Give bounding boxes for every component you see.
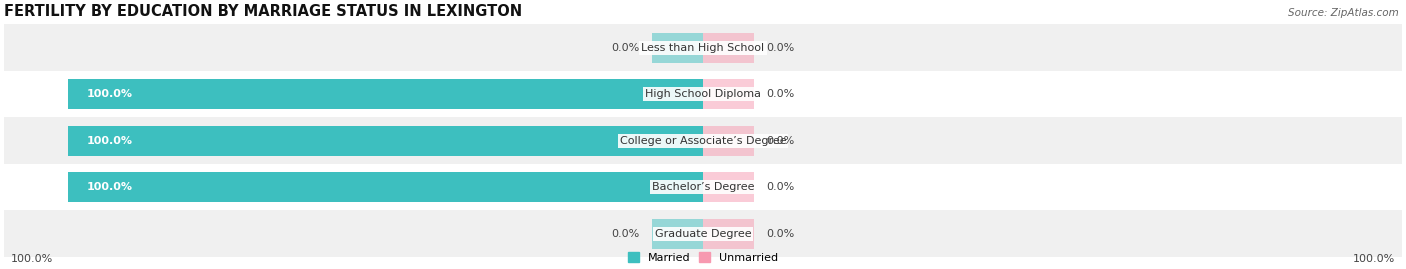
Text: 0.0%: 0.0%	[766, 136, 794, 146]
Legend: Married, Unmarried: Married, Unmarried	[627, 252, 779, 263]
Text: Graduate Degree: Graduate Degree	[655, 229, 751, 239]
Text: 100.0%: 100.0%	[87, 136, 132, 146]
Text: 0.0%: 0.0%	[766, 182, 794, 192]
Text: 0.0%: 0.0%	[612, 229, 640, 239]
Text: Bachelor’s Degree: Bachelor’s Degree	[652, 182, 754, 192]
Bar	[652, 33, 703, 63]
Bar	[703, 172, 754, 202]
Text: 0.0%: 0.0%	[766, 89, 794, 99]
Text: FERTILITY BY EDUCATION BY MARRIAGE STATUS IN LEXINGTON: FERTILITY BY EDUCATION BY MARRIAGE STATU…	[4, 4, 522, 19]
Bar	[703, 33, 754, 63]
Text: College or Associate’s Degree: College or Associate’s Degree	[620, 136, 786, 146]
Bar	[67, 172, 703, 202]
Bar	[4, 24, 1402, 71]
Text: 0.0%: 0.0%	[766, 43, 794, 53]
Text: Source: ZipAtlas.com: Source: ZipAtlas.com	[1288, 8, 1399, 18]
Bar	[703, 218, 754, 249]
Bar	[703, 79, 754, 109]
Bar	[67, 79, 703, 109]
Text: 0.0%: 0.0%	[766, 229, 794, 239]
Bar	[4, 118, 1402, 164]
Text: 100.0%: 100.0%	[87, 89, 132, 99]
Bar	[67, 126, 703, 156]
Bar	[4, 210, 1402, 257]
Text: 100.0%: 100.0%	[1353, 254, 1396, 264]
Bar	[703, 126, 754, 156]
Bar	[4, 71, 1402, 118]
Text: High School Diploma: High School Diploma	[645, 89, 761, 99]
Text: Less than High School: Less than High School	[641, 43, 765, 53]
Text: 0.0%: 0.0%	[612, 43, 640, 53]
Text: 100.0%: 100.0%	[87, 182, 132, 192]
Text: 100.0%: 100.0%	[10, 254, 53, 264]
Bar	[652, 218, 703, 249]
Bar	[4, 164, 1402, 210]
